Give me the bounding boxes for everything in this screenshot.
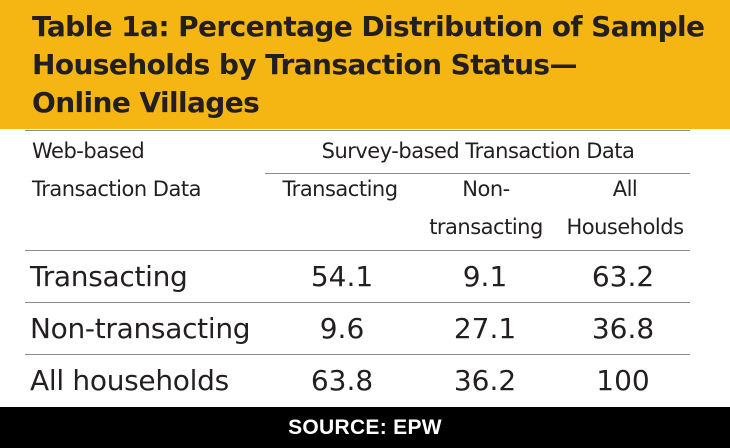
group-header: Survey-based Transaction Data <box>321 139 635 163</box>
table-title-line-3: Online Villages <box>32 86 260 119</box>
stub-header-line-2: Transaction Data <box>32 177 201 201</box>
table-cell: 9.1 <box>462 260 508 293</box>
row-label-non-transacting: Non-transacting <box>30 312 251 345</box>
column-header-all-households-line-1: All <box>612 177 638 201</box>
table-cell: 36.8 <box>591 312 655 345</box>
table-title-line-1: Table 1a: Percentage Distribution of Sam… <box>32 10 705 43</box>
row-label-transacting: Transacting <box>30 260 188 293</box>
table-top-rule <box>25 130 690 131</box>
table-cell: 9.6 <box>319 312 365 345</box>
table-title-line-2: Households by Transaction Status— <box>32 48 577 81</box>
row-2-rule <box>25 354 690 355</box>
column-header-transacting: Transacting <box>282 177 398 201</box>
column-header-non-transacting-line-2: transacting <box>429 215 543 239</box>
title-banner: Table 1a: Percentage Distribution of Sam… <box>0 0 730 129</box>
table-cell: 100 <box>596 364 650 397</box>
table-cell: 54.1 <box>310 260 374 293</box>
table-cell: 36.2 <box>453 364 517 397</box>
table-cell: 63.2 <box>591 260 655 293</box>
column-header-non-transacting-line-1: Non- <box>462 177 510 201</box>
row-label-all-households: All households <box>30 364 229 397</box>
group-header-rule <box>265 173 690 174</box>
table-cell: 63.8 <box>310 364 374 397</box>
table-title: Table 1a: Percentage Distribution of Sam… <box>32 8 722 122</box>
row-1-rule <box>25 302 690 303</box>
header-bottom-rule <box>25 250 690 251</box>
table-cell: 27.1 <box>453 312 517 345</box>
data-table: Web-based Transaction Data Survey-based … <box>0 129 730 407</box>
stub-header-line-1: Web-based <box>32 139 145 163</box>
column-header-all-households-line-2: Households <box>566 215 684 239</box>
source-footer: SOURCE: EPW <box>0 407 730 448</box>
